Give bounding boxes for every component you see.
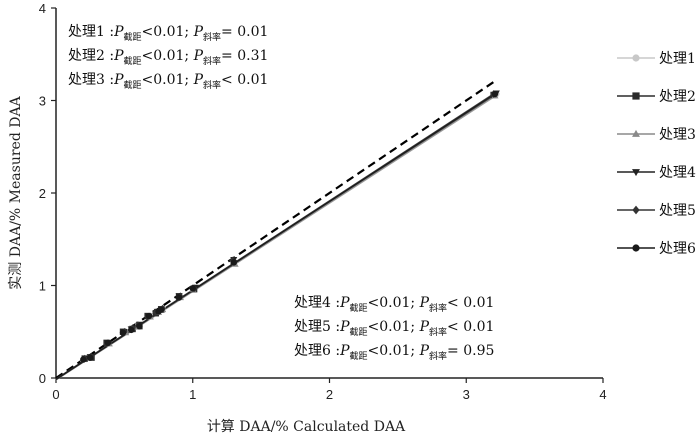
legend-label: 处理1 — [659, 51, 696, 67]
y-tick-label: 1 — [39, 279, 46, 294]
annotation-text: 处理6 :P截距<0.01; P斜率= 0.95 — [294, 343, 494, 362]
x-tick-label: 0 — [52, 387, 59, 402]
x-ticks: 0 1 2 3 4 — [52, 378, 607, 402]
legend-marker — [632, 205, 640, 215]
annotation-text: 处理2 :P截距<0.01; P斜率= 0.31 — [68, 48, 268, 67]
data-point — [128, 326, 135, 334]
x-tick-label: 3 — [463, 387, 470, 402]
legend-item: 处理1 — [617, 51, 696, 67]
data-point — [491, 90, 499, 98]
legend-marker — [632, 244, 640, 252]
annotation-text: 处理4 :P截距<0.01; P斜率< 0.01 — [294, 295, 494, 314]
y-ticks: 0 1 2 3 4 — [39, 1, 56, 386]
data-point — [145, 312, 153, 320]
data-point — [189, 285, 196, 292]
data-points — [79, 90, 500, 363]
legend-item: 处理3 — [617, 127, 696, 143]
legend-label: 处理6 — [659, 241, 696, 257]
legend-marker — [632, 92, 640, 100]
x-axis-title: 计算 DAA/% Calculated DAA — [207, 419, 406, 435]
data-point — [230, 259, 237, 266]
legend-item: 处理2 — [617, 89, 696, 105]
x-tick-label: 4 — [599, 387, 606, 402]
reference-line — [55, 81, 495, 379]
legend: 处理1 处理2 处理3 处理4 处理5 处理6 — [617, 51, 696, 257]
legend-label: 处理4 — [659, 165, 696, 181]
annotations-bottom: 处理4 :P截距<0.01; P斜率< 0.01 处理5 :P截距<0.01; P… — [294, 295, 494, 362]
legend-label: 处理3 — [659, 127, 696, 143]
annotation-text: 处理5 :P截距<0.01; P斜率< 0.01 — [294, 319, 494, 338]
y-tick-label: 4 — [39, 1, 46, 16]
x-tick-label: 2 — [326, 387, 333, 402]
annotation-text: 处理1 :P截距<0.01; P斜率= 0.01 — [68, 24, 268, 43]
data-point — [86, 354, 94, 361]
data-point — [175, 294, 183, 301]
y-tick-label: 2 — [39, 186, 46, 201]
data-point — [104, 339, 112, 347]
x-tick-label: 1 — [189, 387, 196, 402]
data-point — [80, 356, 87, 363]
y-axis-title: 实测 DAA/% Measured DAA — [8, 95, 24, 289]
reference-line-group — [55, 81, 495, 379]
data-point — [119, 329, 127, 336]
legend-label: 处理2 — [659, 89, 696, 105]
legend-label: 处理5 — [659, 203, 696, 219]
legend-item: 处理4 — [617, 165, 696, 181]
legend-marker — [632, 129, 640, 137]
annotation-text: 处理3 :P截距<0.01; P斜率< 0.01 — [68, 72, 268, 91]
legend-item: 处理5 — [617, 203, 696, 219]
y-tick-label: 0 — [39, 371, 46, 386]
data-point — [158, 306, 165, 313]
annotations-top: 处理1 :P截距<0.01; P斜率= 0.01 处理2 :P截距<0.01; P… — [68, 24, 268, 91]
data-point — [136, 323, 143, 330]
legend-marker — [632, 169, 640, 177]
legend-item: 处理6 — [617, 241, 696, 257]
legend-marker — [632, 54, 640, 62]
y-tick-label: 3 — [39, 94, 46, 109]
